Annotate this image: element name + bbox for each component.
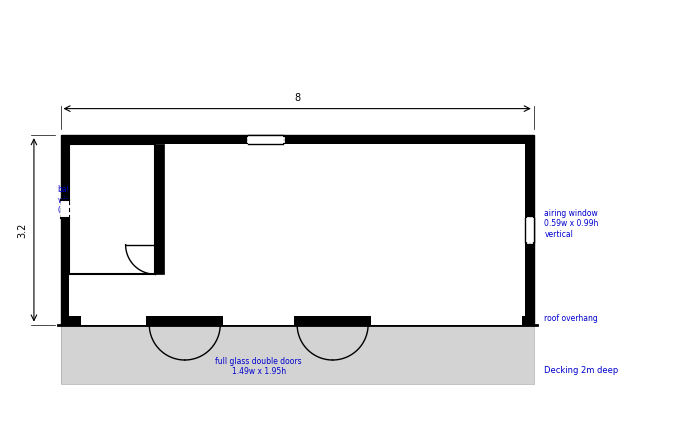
Text: Decking 2m deep: Decking 2m deep [544, 366, 619, 375]
Bar [297, 316, 368, 324]
Text: bathroom
window
0.59 x0.59: bathroom window 0.59 x0.59 [57, 185, 98, 215]
Bar [371, 316, 522, 324]
Bar [155, 144, 164, 274]
Bar [61, 324, 533, 384]
Bar [61, 316, 533, 324]
Bar [525, 218, 533, 242]
Text: full glass double doors
1.49w x 1.95h: full glass double doors 1.49w x 1.95h [215, 357, 302, 377]
Text: 8: 8 [294, 93, 301, 103]
Bar [248, 135, 283, 144]
Text: full height window panels
0.59w x 1.95h: full height window panels 0.59w x 1.95h [191, 279, 289, 299]
Bar [223, 316, 294, 324]
Bar [70, 144, 525, 316]
Bar [70, 144, 155, 274]
Bar [81, 316, 146, 324]
Text: airing window
0.99w x 0.59h
horizontal: airing window 0.99w x 0.59h horizontal [283, 168, 337, 198]
Text: 3.2: 3.2 [17, 222, 27, 237]
Bar [61, 324, 533, 384]
Text: roof overhang: roof overhang [544, 314, 598, 324]
Bar [61, 200, 70, 218]
Bar [150, 316, 220, 324]
Text: airing window
0.59w x 0.99h
vertical: airing window 0.59w x 0.99h vertical [544, 209, 599, 239]
Bar [61, 135, 533, 324]
